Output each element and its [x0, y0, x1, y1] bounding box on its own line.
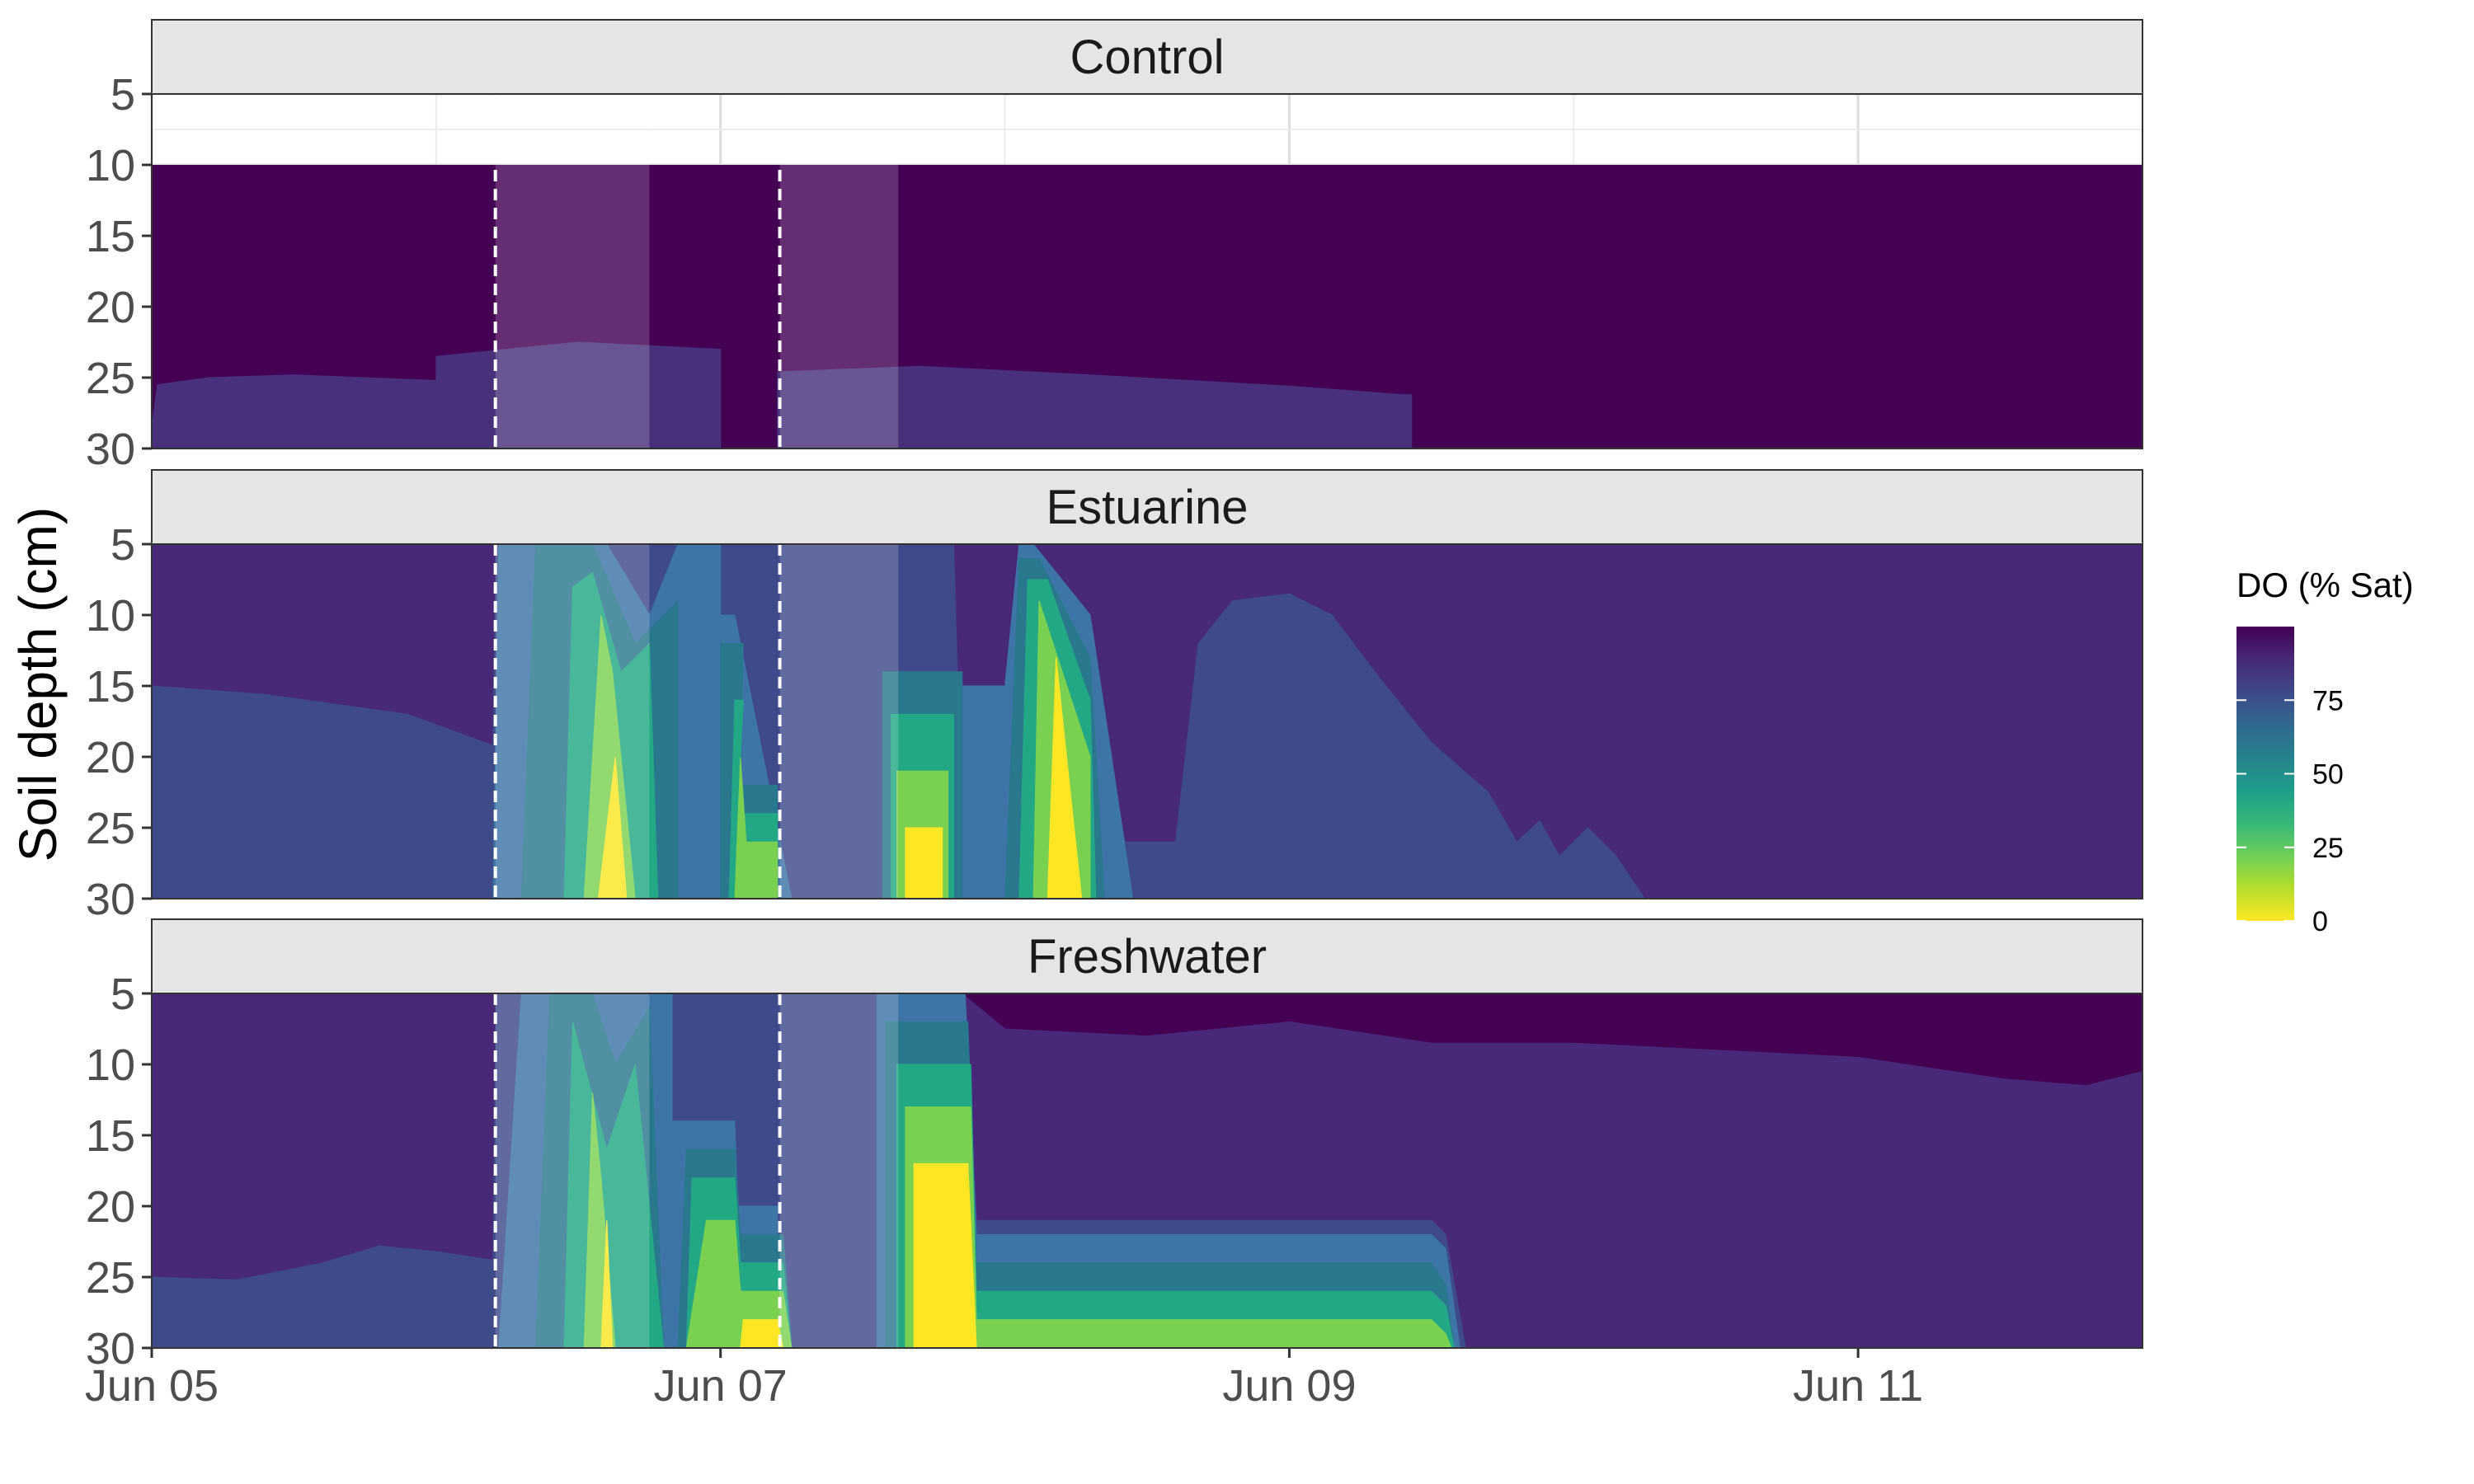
- facet-strip: [151, 918, 2143, 994]
- contour-band: [152, 571, 2142, 899]
- flood-event-shade: [495, 94, 650, 448]
- flood-events: [493, 993, 899, 1348]
- colorbar-tick-label: 25: [2312, 833, 2344, 864]
- y-tick-label: 10: [86, 141, 135, 190]
- y-tick-label: 5: [111, 70, 135, 120]
- flood-events: [493, 544, 899, 899]
- facet-strip-label: Estuarine: [1046, 481, 1248, 534]
- y-tick-label: 25: [86, 1253, 135, 1303]
- flood-event-shade: [779, 993, 899, 1348]
- y-tick-label: 25: [86, 804, 135, 853]
- panel-border: [151, 543, 2143, 899]
- panel-estuarine: Estuarine 5 10 15 20 25 30: [86, 469, 2143, 924]
- x-tick-label: Jun 05: [85, 1361, 219, 1411]
- contour-band: [152, 600, 2142, 899]
- y-tick-label: 30: [86, 1324, 135, 1374]
- panel-border: [151, 993, 2143, 1349]
- flood-event-shade: [495, 544, 650, 899]
- y-tick-label: 10: [86, 591, 135, 641]
- flood-event-shade: [495, 993, 650, 1348]
- flood-events: [493, 94, 899, 448]
- y-tick-label: 25: [86, 354, 135, 403]
- flood-event-shade: [779, 94, 899, 448]
- panel-control: Control 5 10 15 20 25 30: [86, 19, 2143, 474]
- y-axis: 5 10 15 20 25 30: [86, 970, 152, 1374]
- y-tick-label: 15: [86, 212, 135, 261]
- facet-panels: Control51015202530Estuarine51015202530Fr…: [86, 19, 2143, 1374]
- x-axis: Jun 05 Jun 07 Jun 09 Jun 11: [85, 1348, 1923, 1411]
- y-tick-label: 30: [86, 875, 135, 924]
- y-tick-label: 20: [86, 1182, 135, 1232]
- y-tick-label: 20: [86, 283, 135, 332]
- contour-band: [152, 1021, 2142, 1348]
- x-tick-label: Jun 11: [1793, 1361, 1923, 1411]
- y-tick-label: 15: [86, 1111, 135, 1161]
- contour-bands: [152, 993, 2142, 1348]
- y-axis-title: Soil depth (cm): [8, 507, 68, 862]
- y-axis: 5 10 15 20 25 30: [86, 520, 152, 924]
- facet-strip-label: Freshwater: [1028, 930, 1267, 984]
- facet-strip-label: Control: [1070, 31, 1225, 84]
- contour-band: [152, 341, 2142, 448]
- flood-event-shade: [779, 544, 899, 899]
- contour-bands: [152, 165, 2142, 448]
- colorbar-tick-label: 0: [2312, 906, 2328, 937]
- y-tick-label: 15: [86, 662, 135, 711]
- contour-band: [152, 657, 2142, 899]
- facet-strip: [151, 469, 2143, 545]
- x-tick-label: Jun 07: [654, 1361, 788, 1411]
- panel-border: [151, 93, 2143, 449]
- colorbar-tick-label: 75: [2312, 685, 2344, 716]
- legend: DO (% Sat) 0 25 50 75: [2236, 566, 2414, 937]
- legend-title: DO (% Sat): [2236, 566, 2414, 604]
- y-axis: 5 10 15 20 25 30: [86, 70, 152, 474]
- y-tick-label: 20: [86, 733, 135, 782]
- colorbar-tick-label: 50: [2312, 759, 2344, 791]
- contour-bands: [152, 544, 2142, 899]
- y-tick-label: 10: [86, 1040, 135, 1090]
- y-tick-label: 5: [111, 970, 135, 1019]
- panel-freshwater: Freshwater 5 10 15 20 25 30: [86, 918, 2143, 1374]
- contour-band: [152, 1162, 2142, 1348]
- y-tick-label: 30: [86, 425, 135, 474]
- facet-strip: [151, 19, 2143, 95]
- colorbar-ticks: 0 25 50 75: [2236, 685, 2344, 937]
- y-tick-label: 5: [111, 520, 135, 570]
- x-tick-label: Jun 09: [1222, 1361, 1356, 1411]
